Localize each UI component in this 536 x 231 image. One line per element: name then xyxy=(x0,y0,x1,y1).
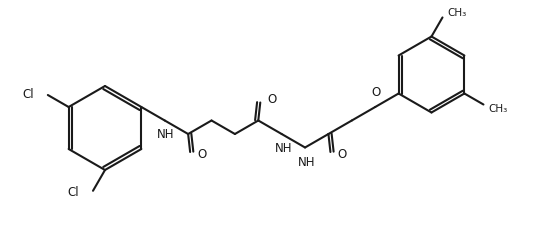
Text: NH: NH xyxy=(299,155,316,168)
Text: Cl: Cl xyxy=(68,186,79,199)
Text: O: O xyxy=(371,86,381,99)
Text: O: O xyxy=(338,149,347,161)
Text: O: O xyxy=(267,93,277,106)
Text: CH₃: CH₃ xyxy=(488,103,508,113)
Text: CH₃: CH₃ xyxy=(448,9,467,18)
Text: Cl: Cl xyxy=(22,88,34,101)
Text: O: O xyxy=(197,149,206,161)
Text: NH: NH xyxy=(157,128,175,142)
Text: NH: NH xyxy=(275,142,293,155)
